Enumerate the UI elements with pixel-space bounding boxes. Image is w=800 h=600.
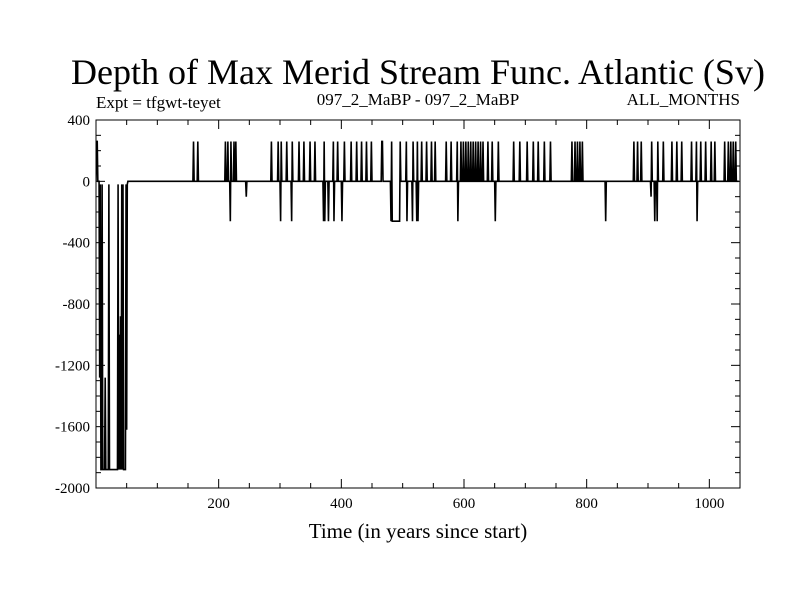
x-tick-label: 400 (330, 496, 353, 512)
y-tick-label: -2000 (55, 481, 90, 497)
x-axis-label: Time (in years since start) (309, 519, 528, 543)
y-tick-label: -400 (63, 236, 91, 252)
x-tick-label: 200 (207, 496, 230, 512)
x-tick-label: 800 (575, 496, 598, 512)
series-layer (96, 140, 739, 471)
y-tick-label: -800 (63, 297, 91, 313)
experiment-label: Expt = tfgwt-teyet (96, 93, 221, 112)
months-label: ALL_MONTHS (627, 90, 740, 109)
x-tick-label: 600 (453, 496, 476, 512)
y-tick-label: -1600 (55, 420, 90, 436)
comparison-label: 097_2_MaBP - 097_2_MaBP (317, 90, 519, 109)
tick-layer: 400 0 -400 -800 -1200 -1600 -2000 200 400 600 800 1… (55, 113, 741, 512)
y-tick-label: 0 (83, 174, 91, 190)
series-line-0 (96, 140, 739, 471)
x-tick-label: 1000 (694, 496, 724, 512)
y-tick-label: 400 (68, 113, 91, 129)
chart-title: Depth of Max Merid Stream Func. Atlantic… (71, 52, 765, 92)
y-tick-label: -1200 (55, 358, 90, 374)
